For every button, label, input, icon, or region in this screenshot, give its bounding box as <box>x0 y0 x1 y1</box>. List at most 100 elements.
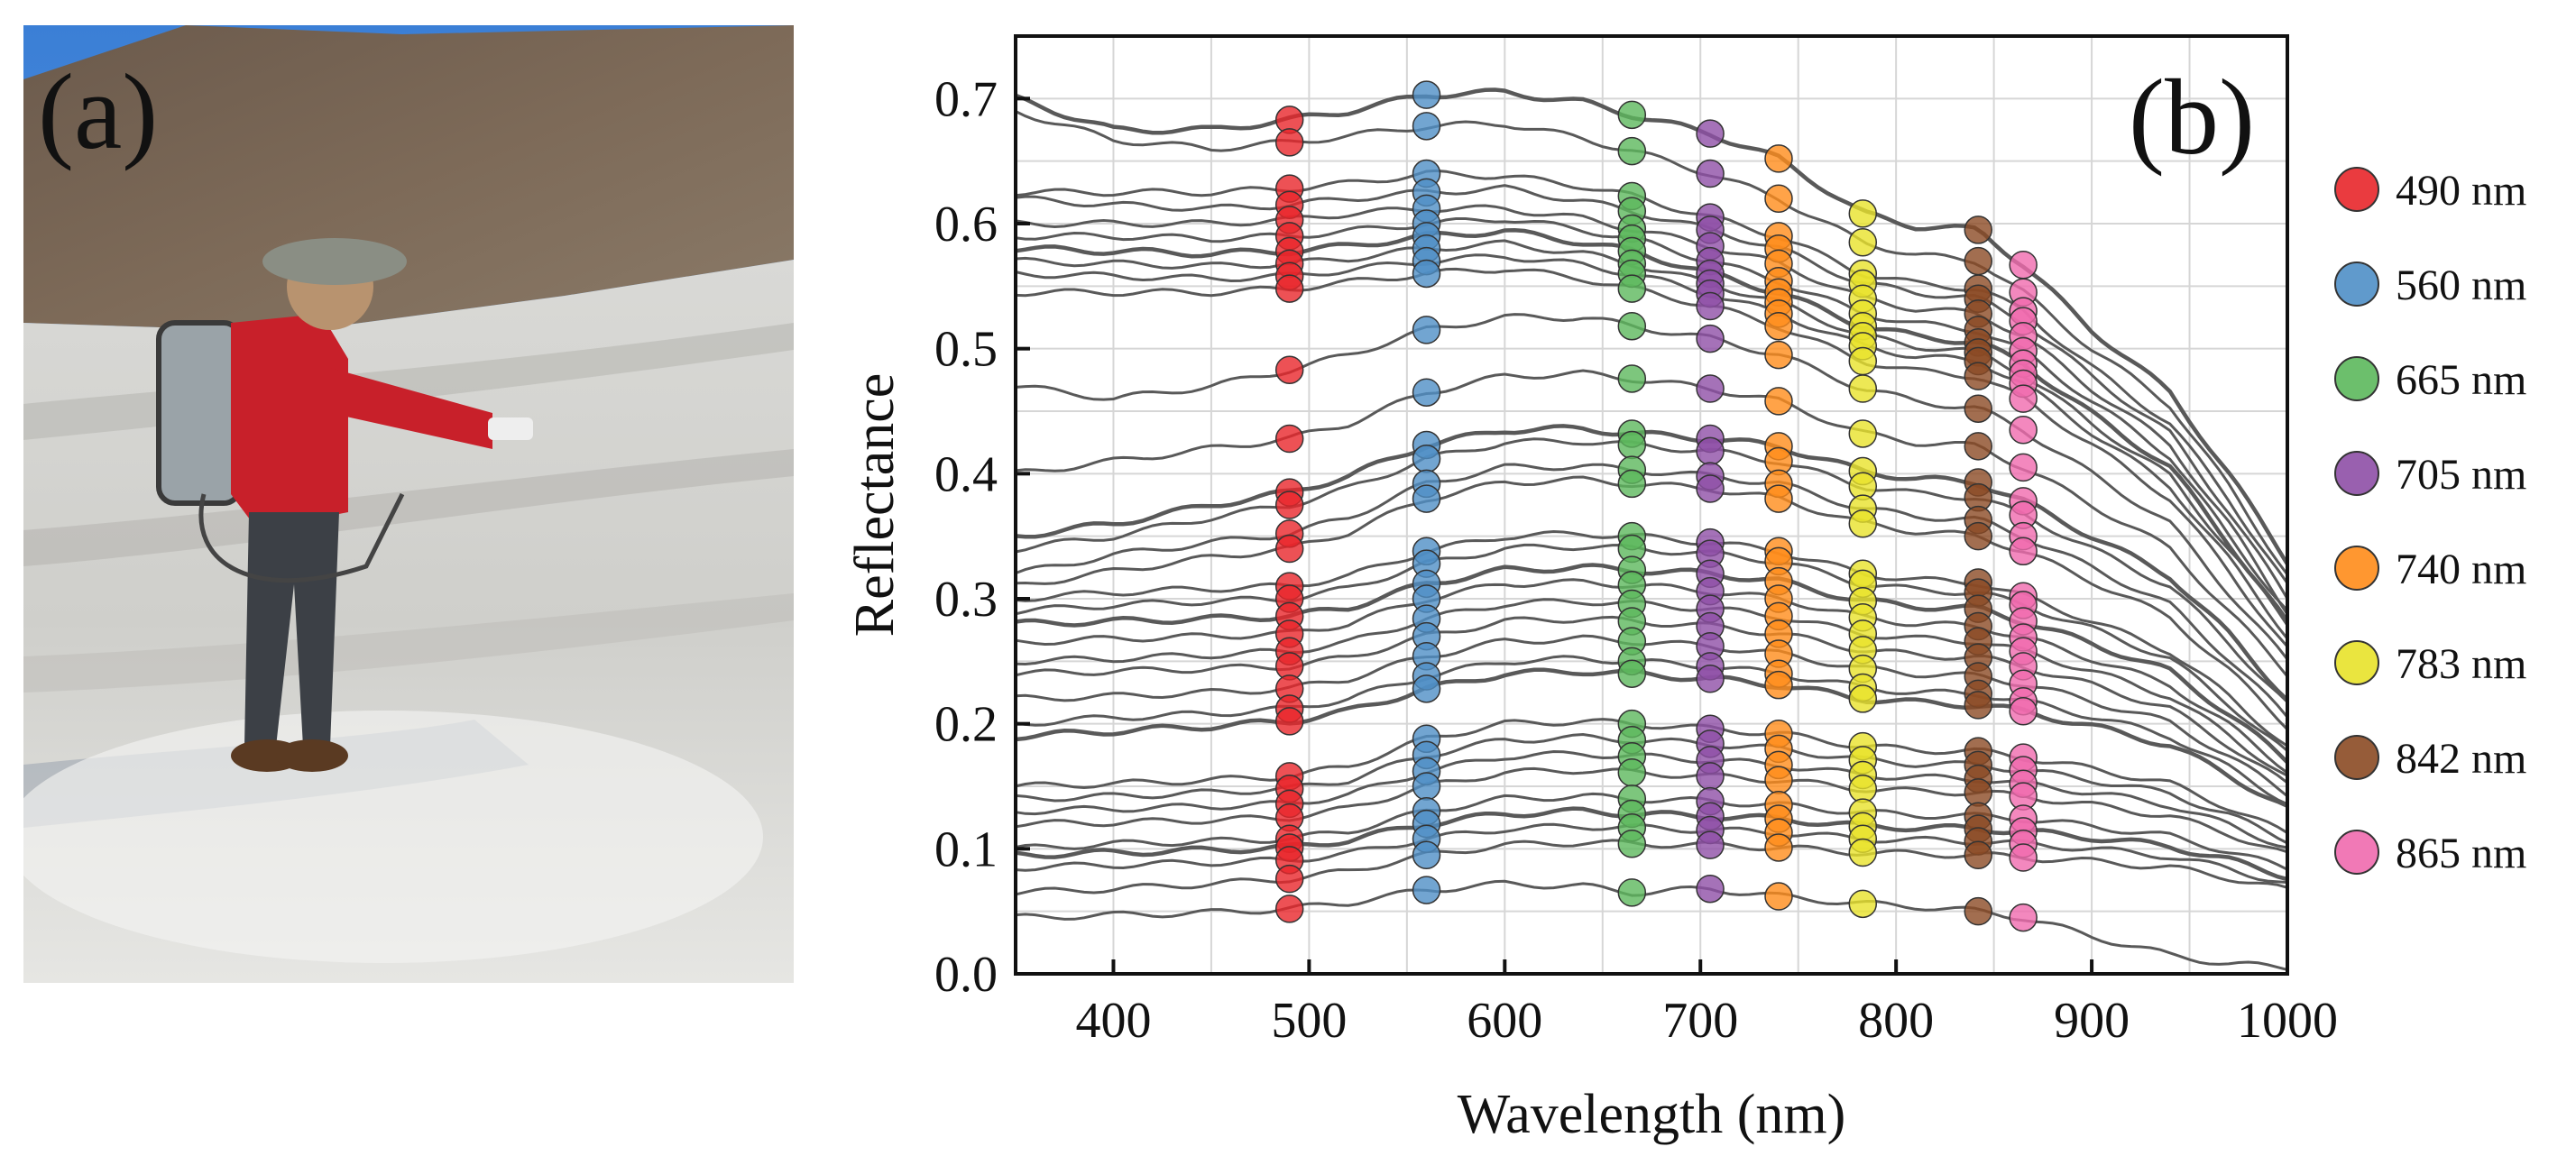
band-markers <box>1274 80 2038 932</box>
band-marker-point <box>1274 355 1304 384</box>
band-marker-point <box>1848 374 1878 403</box>
band-marker-point <box>1964 394 1993 423</box>
legend-swatch <box>2334 451 2379 496</box>
spectrum-line <box>1015 437 2289 703</box>
band-marker-point <box>1412 444 1441 473</box>
spectrum-line <box>1015 563 2289 765</box>
band-marker-point <box>1848 509 1878 538</box>
spectrum-line <box>1015 239 2289 627</box>
x-tick-label: 500 <box>1271 993 1347 1049</box>
band-marker-point <box>1696 436 1725 466</box>
band-marker-point <box>1696 119 1725 148</box>
y-tick-label: 0.6 <box>934 197 998 252</box>
spectrum-line <box>1015 87 2289 565</box>
band-marker-point <box>1696 324 1725 353</box>
spectrum-line <box>1015 655 2288 806</box>
x-tick-label: 800 <box>1858 993 1934 1049</box>
x-tick-label: 700 <box>1662 993 1738 1049</box>
band-marker-point <box>1274 491 1304 519</box>
legend-swatch <box>2334 356 2379 401</box>
band-marker-point <box>1696 830 1725 859</box>
band-marker-point <box>1964 840 1993 870</box>
band-marker-point <box>2009 384 2038 413</box>
band-marker-point <box>1617 430 1647 460</box>
band-marker-point <box>1964 362 1993 390</box>
band-marker-point <box>1764 311 1793 341</box>
band-marker-point <box>1964 896 1993 926</box>
band-marker-point <box>2009 453 2038 482</box>
spectrum-line <box>1015 718 2288 834</box>
legend-item: 490 nm <box>2334 167 2526 215</box>
band-marker-point <box>1412 674 1441 703</box>
band-marker-point <box>1274 895 1304 923</box>
legend-label: 705 nm <box>2396 451 2526 499</box>
legend-label: 560 nm <box>2396 261 2526 309</box>
legend-item: 665 nm <box>2334 356 2526 404</box>
band-marker-point <box>1696 159 1725 188</box>
spectrum-line <box>1015 822 2288 884</box>
band-marker-point <box>1764 833 1793 862</box>
band-marker-point <box>1848 684 1878 713</box>
band-marker-point <box>2009 251 2038 280</box>
legend-label: 740 nm <box>2396 546 2526 593</box>
legend-item: 842 nm <box>2334 735 2526 783</box>
band-marker-point <box>1764 144 1793 173</box>
band-marker-point <box>2009 697 2038 726</box>
band-marker-point <box>1964 691 1993 720</box>
legend-swatch <box>2334 735 2379 780</box>
band-marker-point <box>1617 364 1647 393</box>
band-marker-point <box>1696 874 1725 904</box>
band-marker-point <box>1964 432 1993 461</box>
band-marker-point <box>1617 136 1647 166</box>
person-icon <box>156 238 533 772</box>
band-marker-point <box>1764 484 1793 513</box>
x-tick-label: 400 <box>1075 993 1151 1049</box>
y-tick-label: 0.7 <box>934 71 998 127</box>
band-marker-point <box>1412 484 1441 513</box>
band-marker-point <box>1274 424 1304 454</box>
spectrum-line <box>1015 634 2288 798</box>
band-marker-point <box>1274 534 1304 564</box>
band-marker-point <box>1764 184 1793 214</box>
legend-label: 490 nm <box>2396 167 2526 215</box>
band-marker-point <box>1696 762 1725 791</box>
y-tick-label: 0.0 <box>934 947 998 1003</box>
legend: 490 nm 560 nm 665 nm 705 nm 740 nm 783 nm 842 … <box>2334 167 2526 877</box>
band-marker-point <box>2009 537 2038 566</box>
band-marker-point <box>1274 274 1304 303</box>
spectrum-line <box>1015 766 2288 854</box>
legend-item: 740 nm <box>2334 546 2526 593</box>
spectrum-line <box>1015 839 2288 896</box>
spectrum-line <box>1015 543 2288 752</box>
band-marker-point <box>1412 316 1441 344</box>
band-marker-point <box>1617 878 1647 907</box>
legend-label: 783 nm <box>2396 640 2526 688</box>
spectrum-line <box>1015 732 2288 845</box>
band-marker-point <box>1412 378 1441 407</box>
legend-swatch <box>2334 261 2379 307</box>
x-tick-label: 1000 <box>2237 993 2338 1049</box>
band-marker-point <box>1848 228 1878 257</box>
band-marker-point <box>1848 889 1878 919</box>
band-marker-point <box>1274 864 1304 894</box>
y-tick-label: 0.4 <box>934 446 998 502</box>
spectrum-line <box>1015 792 2288 871</box>
field-photo-icon <box>23 25 794 983</box>
spectrum-line <box>1015 184 2289 600</box>
band-marker-point <box>1696 474 1725 503</box>
band-marker-point <box>1848 775 1878 803</box>
band-marker-point <box>1764 340 1793 370</box>
spectrum-line <box>1015 879 2288 971</box>
band-marker-point <box>1696 664 1725 693</box>
spectrum-line <box>1015 217 2289 611</box>
x-tick-label: 900 <box>2054 993 2130 1049</box>
band-marker-point <box>1964 521 1993 551</box>
spectrum-line <box>1015 463 2289 719</box>
spectrum-line <box>1015 267 2289 647</box>
legend-label: 842 nm <box>2396 735 2526 783</box>
panel-a-label: (a) <box>38 51 159 171</box>
band-marker-point <box>1696 291 1725 321</box>
band-marker-point <box>1617 830 1647 858</box>
field-photo-panel: (a) <box>23 25 794 983</box>
band-marker-point <box>1848 419 1878 448</box>
